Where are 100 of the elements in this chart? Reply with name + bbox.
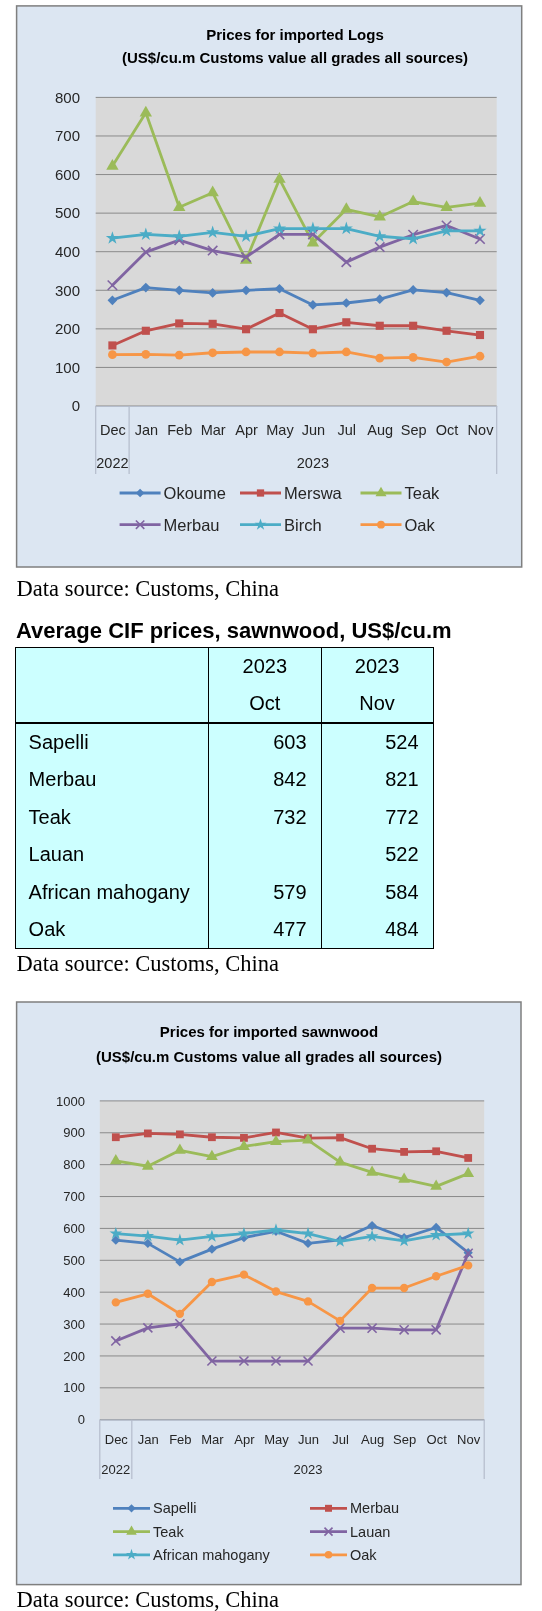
point bbox=[365, 1229, 379, 1242]
point bbox=[140, 282, 151, 293]
legend-label: Okoume bbox=[163, 484, 226, 502]
source-note: Data source: Customs, China bbox=[16, 950, 280, 977]
point bbox=[334, 1155, 346, 1166]
y-tick-label: 1000 bbox=[56, 1093, 85, 1109]
point bbox=[367, 1283, 377, 1293]
y-tick-label: 700 bbox=[63, 1189, 85, 1205]
point bbox=[340, 256, 352, 268]
point bbox=[336, 1133, 344, 1142]
point bbox=[173, 200, 186, 211]
y-tick-label: 500 bbox=[63, 1252, 85, 1268]
y-tick-label: 400 bbox=[63, 1284, 85, 1300]
source-note: Data source: Customs, China bbox=[16, 1586, 280, 1611]
x-tick-label: Sep bbox=[393, 1431, 417, 1447]
point bbox=[143, 1238, 153, 1249]
point bbox=[141, 326, 150, 335]
y-tick-label: 200 bbox=[63, 1348, 85, 1364]
text: Average CIF prices, sawnwood, US$/cu.m bbox=[16, 618, 452, 644]
y-tick-label: 500 bbox=[54, 204, 80, 222]
point bbox=[175, 1309, 185, 1319]
x-tick-label: Dec bbox=[104, 1431, 129, 1447]
point bbox=[406, 232, 420, 245]
point bbox=[408, 353, 418, 362]
point bbox=[464, 1261, 473, 1270]
point bbox=[107, 295, 118, 306]
point bbox=[172, 229, 186, 242]
point bbox=[241, 347, 251, 357]
x-tick-label: May bbox=[264, 1431, 290, 1447]
point bbox=[366, 1165, 378, 1176]
category-label: Oak bbox=[15, 910, 209, 949]
point bbox=[270, 1355, 282, 1367]
point bbox=[139, 227, 153, 240]
legend-label: Sapelli bbox=[153, 1500, 197, 1517]
point bbox=[475, 330, 485, 340]
point bbox=[174, 285, 185, 296]
text: 2023 bbox=[293, 1461, 323, 1477]
legend-label: Oak bbox=[404, 515, 436, 534]
point bbox=[374, 294, 385, 304]
point bbox=[398, 1324, 410, 1336]
point bbox=[473, 195, 487, 207]
x-tick-label: Feb bbox=[169, 1431, 192, 1447]
point bbox=[141, 1159, 154, 1170]
point bbox=[142, 1322, 154, 1334]
point bbox=[275, 347, 284, 357]
series-label: 2023 Oct bbox=[208, 647, 322, 724]
point bbox=[464, 1154, 473, 1162]
point bbox=[441, 287, 452, 298]
x-tick-label: Apr bbox=[235, 421, 259, 438]
point bbox=[407, 229, 419, 241]
point bbox=[341, 347, 351, 357]
point bbox=[106, 279, 118, 291]
point bbox=[367, 1220, 377, 1231]
point bbox=[207, 1244, 217, 1254]
point bbox=[308, 325, 317, 334]
point bbox=[110, 1335, 122, 1347]
point bbox=[442, 357, 451, 367]
x-tick-label: Sep bbox=[400, 421, 427, 438]
point bbox=[461, 1226, 475, 1239]
point bbox=[432, 1147, 441, 1156]
legend-label: Merbau bbox=[350, 1500, 400, 1517]
point bbox=[335, 1316, 345, 1326]
category-label: Lauan bbox=[15, 835, 209, 874]
y-tick-label: 100 bbox=[54, 358, 80, 376]
point bbox=[303, 1238, 313, 1249]
y-tick-label: 0 bbox=[71, 397, 80, 415]
point bbox=[473, 223, 487, 237]
point bbox=[441, 219, 453, 231]
point bbox=[374, 241, 386, 253]
x-tick-label: Mar bbox=[200, 421, 226, 438]
point bbox=[475, 351, 485, 361]
legend-label: Lauan bbox=[350, 1523, 391, 1540]
point bbox=[111, 1133, 120, 1142]
legend-label: African mahogany bbox=[153, 1546, 271, 1563]
x-tick-label: Jun bbox=[301, 421, 326, 438]
point bbox=[375, 353, 385, 363]
point bbox=[334, 1322, 346, 1334]
point bbox=[375, 321, 384, 330]
source-note: Data source: Customs, China bbox=[16, 575, 280, 601]
y-tick-label: 800 bbox=[63, 1157, 85, 1173]
point bbox=[208, 319, 217, 328]
point bbox=[175, 319, 184, 328]
point bbox=[242, 325, 251, 334]
point bbox=[409, 321, 418, 330]
point bbox=[139, 105, 152, 117]
point bbox=[205, 1229, 219, 1242]
point bbox=[366, 1322, 378, 1334]
category-label: African mahogany bbox=[15, 873, 209, 911]
point bbox=[174, 1318, 186, 1330]
legend-label: Merbau bbox=[163, 515, 220, 534]
chart-subtitle: (US$/cu.m Customs value all grades all sources) bbox=[96, 1047, 442, 1065]
y-tick-label: 300 bbox=[54, 281, 80, 299]
point bbox=[206, 185, 219, 197]
point bbox=[111, 1298, 120, 1307]
y-tick-label: 700 bbox=[54, 127, 80, 145]
point bbox=[398, 1172, 411, 1183]
x-tick-label: Jul bbox=[337, 421, 357, 438]
point bbox=[373, 229, 387, 242]
category-label: Teak bbox=[15, 798, 209, 836]
y-tick-label: 400 bbox=[54, 243, 80, 260]
